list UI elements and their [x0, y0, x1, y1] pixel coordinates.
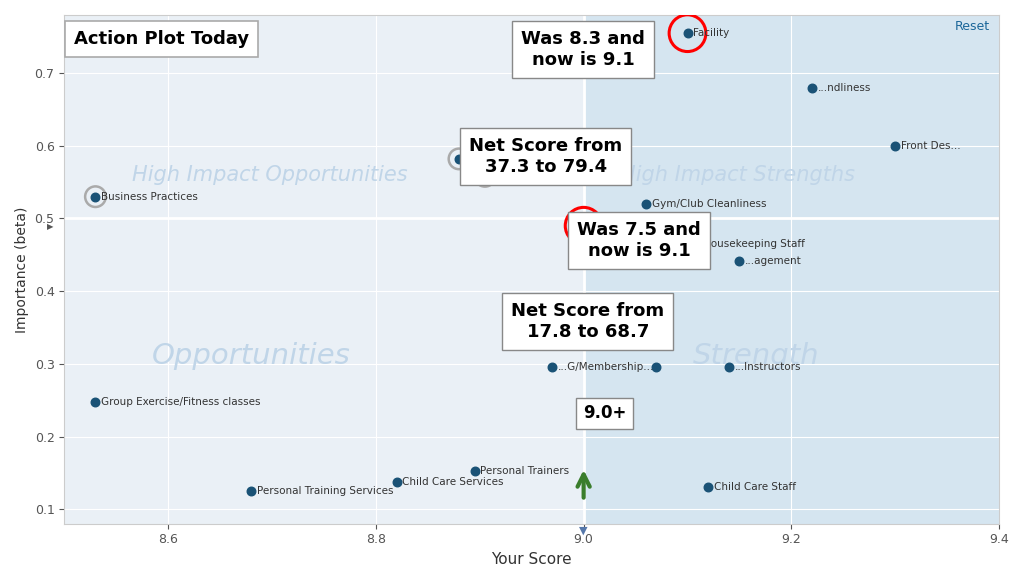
Text: Gym/Club Cleanliness: Gym/Club Cleanliness — [651, 199, 766, 209]
Point — [87, 192, 103, 201]
Point — [477, 172, 494, 181]
Text: 9.0+: 9.0+ — [583, 404, 627, 422]
Point — [887, 141, 903, 151]
Text: Action Plot Today: Action Plot Today — [74, 30, 249, 48]
Text: High Impact Strengths: High Impact Strengths — [620, 165, 855, 185]
Y-axis label: Importance (beta): Importance (beta) — [15, 206, 29, 332]
Text: Reset: Reset — [954, 20, 990, 33]
Point — [87, 397, 103, 406]
Text: Housekeeping Staff: Housekeeping Staff — [703, 239, 805, 249]
Point — [388, 478, 404, 487]
Text: Staff Ass...: Staff Ass... — [465, 154, 520, 164]
Text: ...agement: ...agement — [745, 255, 802, 265]
Text: ...G/Membership...: ...G/Membership... — [558, 363, 654, 372]
Text: Locker Room/Showers: Locker Room/Showers — [589, 221, 705, 230]
Text: ...ndliness: ...ndliness — [818, 83, 871, 93]
Text: ▶: ▶ — [46, 222, 53, 230]
Text: ▼: ▼ — [580, 526, 588, 536]
Point — [690, 239, 707, 249]
Text: Was 7.5 and
now is 9.1: Was 7.5 and now is 9.1 — [578, 221, 701, 260]
Text: Front Des...: Front Des... — [901, 141, 961, 151]
Text: Child Care Staff: Child Care Staff — [714, 482, 796, 492]
Point — [700, 482, 717, 492]
Point — [451, 154, 467, 164]
Text: Was 8.3 and
now is 9.1: Was 8.3 and now is 9.1 — [521, 30, 645, 69]
Text: Facility: Facility — [693, 28, 729, 38]
Point — [545, 363, 561, 372]
Text: Child Care Services: Child Care Services — [402, 477, 504, 487]
Text: Memb...: Memb... — [490, 171, 532, 182]
Point — [466, 467, 482, 476]
Text: Strength: Strength — [693, 342, 819, 370]
Text: ...Instructors: ...Instructors — [734, 363, 801, 372]
Point — [575, 221, 592, 230]
Text: High Impact Opportunities: High Impact Opportunities — [132, 165, 408, 185]
Text: Business Practices: Business Practices — [101, 191, 198, 202]
Point — [87, 192, 103, 201]
Point — [679, 29, 695, 38]
Point — [451, 154, 467, 164]
X-axis label: Your Score: Your Score — [492, 552, 572, 567]
Point — [575, 221, 592, 230]
Point — [804, 83, 820, 93]
Text: Group Exercise/Fitness classes: Group Exercise/Fitness classes — [101, 396, 260, 407]
Point — [243, 487, 259, 496]
Text: Personal Training Services: Personal Training Services — [257, 486, 393, 496]
FancyBboxPatch shape — [584, 15, 999, 524]
Point — [648, 363, 665, 372]
Point — [721, 363, 737, 372]
Text: Personal Trainers: Personal Trainers — [480, 466, 569, 477]
Text: Net Score from
37.3 to 79.4: Net Score from 37.3 to 79.4 — [469, 137, 623, 176]
Text: Opportunities: Opportunities — [152, 342, 350, 370]
Point — [477, 172, 494, 181]
Point — [679, 29, 695, 38]
Text: Net Score from
17.8 to 68.7: Net Score from 17.8 to 68.7 — [511, 303, 665, 341]
Point — [638, 199, 654, 208]
Point — [731, 256, 748, 265]
